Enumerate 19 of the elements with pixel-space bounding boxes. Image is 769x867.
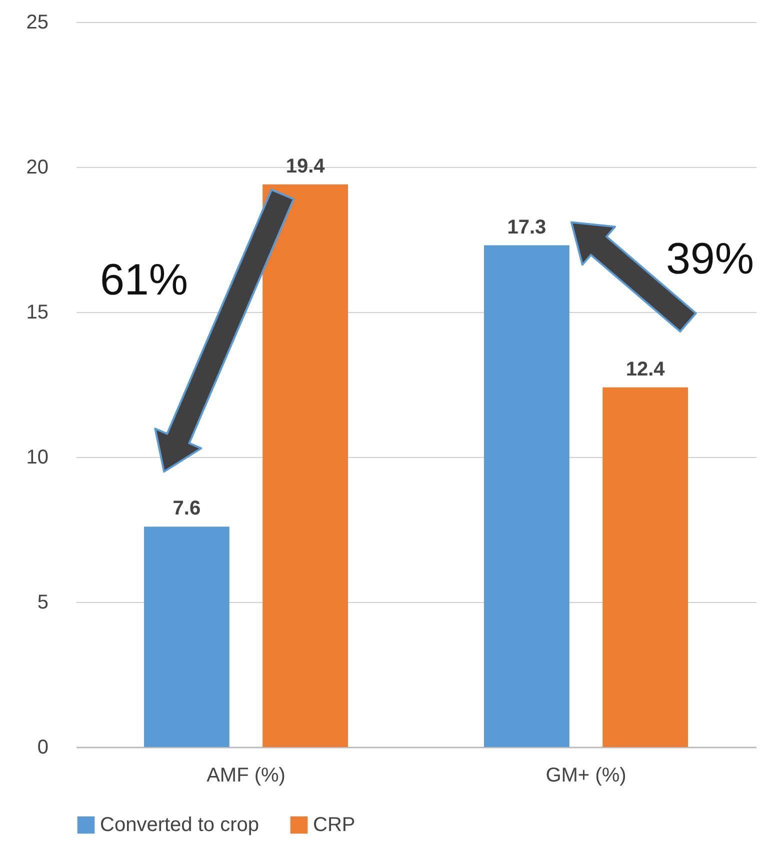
annotation: 61%: [100, 255, 188, 304]
y-tick-label: 25: [26, 12, 48, 34]
y-tick-label: 5: [37, 592, 48, 614]
data-label: 17.3: [507, 216, 546, 238]
data-label: 7.6: [172, 498, 201, 520]
data-label: 19.4: [286, 155, 326, 178]
y-tick-label: 10: [26, 446, 48, 468]
bar: [144, 526, 230, 747]
y-tick-label: 20: [26, 156, 48, 178]
x-tick-label: GM+ (%): [546, 764, 626, 786]
legend-label: Converted to crop: [100, 814, 259, 836]
legend-label: CRP: [313, 814, 356, 836]
bar: [484, 245, 570, 747]
data-label: 12.4: [626, 358, 666, 380]
y-tick-label: 15: [26, 302, 48, 324]
y-tick-label: 0: [37, 736, 48, 758]
bar: [602, 387, 688, 747]
x-tick-label: AMF (%): [206, 764, 286, 786]
annotation: 39%: [666, 234, 754, 284]
